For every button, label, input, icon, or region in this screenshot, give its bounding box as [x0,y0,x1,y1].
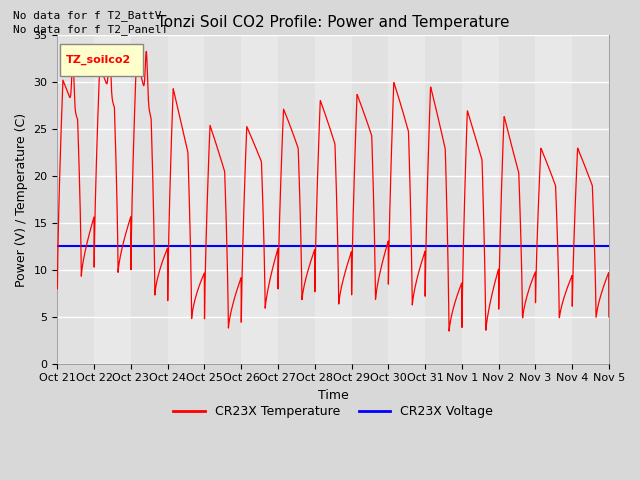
Bar [58,36,94,364]
Bar [278,36,315,364]
Text: No data for f T2_BattV: No data for f T2_BattV [13,11,161,22]
Bar [499,36,535,364]
Legend: CR23X Temperature, CR23X Voltage: CR23X Temperature, CR23X Voltage [168,400,498,423]
FancyBboxPatch shape [60,44,143,76]
Bar [351,36,388,364]
Text: TZ_soilco2: TZ_soilco2 [66,55,131,65]
Bar [572,36,609,364]
Title: Tonzi Soil CO2 Profile: Power and Temperature: Tonzi Soil CO2 Profile: Power and Temper… [157,15,509,30]
Bar [425,36,462,364]
Y-axis label: Power (V) / Temperature (C): Power (V) / Temperature (C) [15,112,28,287]
X-axis label: Time: Time [318,389,349,402]
Bar [131,36,168,364]
Text: No data for f T2_PanelT: No data for f T2_PanelT [13,24,168,35]
Bar [204,36,241,364]
